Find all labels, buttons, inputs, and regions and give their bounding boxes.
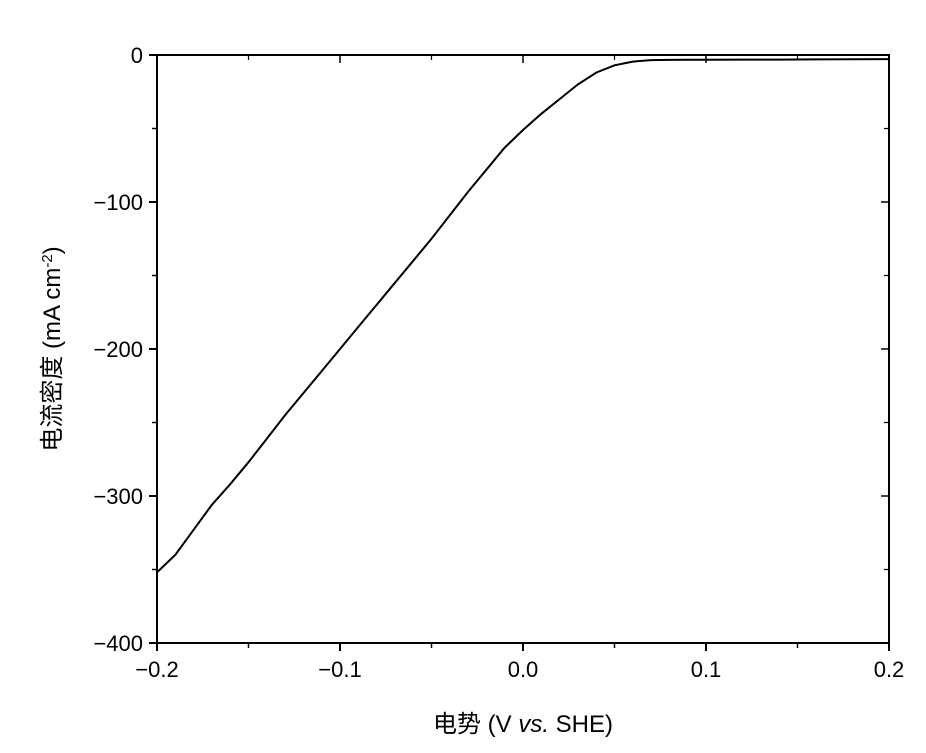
ticks-layer: −0.2 −0.1 0.0 0.1 0.2 0 −100 −200 −300 −400: [93, 43, 904, 682]
x-axis-title-italic: vs.: [518, 711, 549, 738]
x-axis-title-prefix: 电势 (V: [433, 711, 518, 738]
y-tick-label: −100: [93, 190, 143, 215]
y-tick-label: −200: [93, 337, 143, 362]
x-tick-label: 0.0: [508, 657, 539, 682]
y-tick-label: −400: [93, 631, 143, 656]
x-tick-label: −0.1: [318, 657, 361, 682]
x-axis-title: 电势 (V vs. SHE): [433, 711, 613, 738]
x-tick-label: 0.1: [691, 657, 722, 682]
x-tick-label: 0.2: [874, 657, 905, 682]
y-axis-title-superscript: -2: [39, 254, 56, 267]
x-tick-label: −0.2: [135, 657, 178, 682]
y-axis-title-prefix: 电流密度 (mA cm: [39, 268, 66, 452]
y-tick-label: −300: [93, 484, 143, 509]
plot-frame: [156, 54, 890, 644]
y-axis-title: 电流密度 (mA cm-2): [39, 246, 67, 451]
y-tick-label: 0: [131, 43, 143, 68]
series-line: [156, 58, 890, 574]
x-axis-title-suffix: SHE): [549, 711, 613, 738]
y-axis-title-suffix: ): [39, 246, 66, 254]
